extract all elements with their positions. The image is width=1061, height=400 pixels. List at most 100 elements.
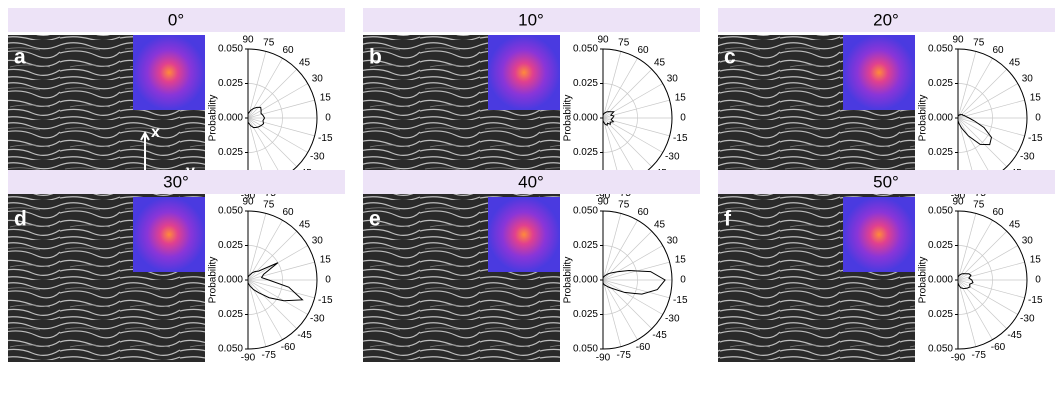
theta-tick-label: -15 xyxy=(673,295,688,306)
theta-tick-label: 0 xyxy=(325,275,331,286)
theta-tick-label: -15 xyxy=(1028,133,1043,144)
fft-inset xyxy=(488,197,560,272)
grid-spoke xyxy=(248,84,308,119)
grid-spoke xyxy=(603,118,652,167)
panel-title: 20° xyxy=(873,10,899,29)
theta-tick-label: 15 xyxy=(1030,254,1042,265)
grid-spoke xyxy=(958,69,1007,118)
theta-tick-label: 45 xyxy=(654,57,666,68)
grid-spoke xyxy=(248,280,266,347)
theta-tick-label: -15 xyxy=(673,133,688,144)
theta-tick-label: 60 xyxy=(282,207,294,218)
theta-tick-label: -60 xyxy=(281,342,296,353)
grid-spoke xyxy=(958,118,1007,167)
r-tick-label: 0.000 xyxy=(218,113,243,124)
theta-tick-label: 90 xyxy=(242,35,254,46)
theta-tick-label: -75 xyxy=(971,350,986,361)
panel-title: 50° xyxy=(873,172,899,191)
theta-tick-label: 90 xyxy=(952,197,964,208)
fft-inset xyxy=(843,35,915,110)
panel-letter: a xyxy=(14,46,26,69)
r-tick-label: 0.025 xyxy=(218,147,243,158)
theta-tick-label: 60 xyxy=(992,207,1004,218)
grid-spoke xyxy=(603,246,663,281)
grid-spoke xyxy=(248,51,266,118)
grid-spoke xyxy=(958,58,993,118)
r-tick-label: 0.000 xyxy=(928,275,953,286)
grid-spoke xyxy=(958,262,1025,280)
grid-spoke xyxy=(248,118,297,167)
axis-arrow-label: x xyxy=(151,124,160,141)
fft-inset xyxy=(133,35,205,110)
theta-tick-label: -60 xyxy=(636,342,651,353)
r-tick-label: 0.050 xyxy=(928,344,953,355)
r-tick-label: 0.025 xyxy=(928,147,953,158)
grid-spoke xyxy=(958,231,1007,280)
grid-spoke xyxy=(958,118,1025,136)
panel-letter: b xyxy=(369,46,382,69)
theta-tick-label: 15 xyxy=(320,254,332,265)
panel-letter: d xyxy=(14,208,27,231)
grid-spoke xyxy=(958,51,976,118)
panel: 30°dProbability0.0000.0250.0250.0500.050… xyxy=(8,170,345,364)
r-tick-label: 0.025 xyxy=(218,240,243,251)
theta-tick-label: 60 xyxy=(992,45,1004,56)
grid-spoke xyxy=(248,280,308,315)
theta-tick-label: 15 xyxy=(675,92,687,103)
theta-tick-label: 75 xyxy=(618,37,630,48)
theta-tick-label: 30 xyxy=(1022,236,1034,247)
distribution-line xyxy=(248,263,302,301)
grid-spoke xyxy=(603,213,621,280)
grid-spoke xyxy=(958,280,1025,298)
r-tick-label: 0.025 xyxy=(218,309,243,320)
theta-tick-label: -90 xyxy=(596,353,611,364)
theta-tick-label: 45 xyxy=(654,219,666,230)
panel-letter: c xyxy=(724,46,736,69)
theta-tick-label: 60 xyxy=(637,207,649,218)
grid-spoke xyxy=(603,51,621,118)
grid-spoke xyxy=(958,280,1007,329)
distribution-line xyxy=(958,114,991,144)
theta-tick-label: 75 xyxy=(618,199,630,210)
r-tick-label: 0.025 xyxy=(573,147,598,158)
panel-title: 40° xyxy=(518,172,544,191)
theta-tick-label: 45 xyxy=(299,219,311,230)
theta-tick-label: -30 xyxy=(665,152,680,163)
grid-spoke xyxy=(958,84,1018,119)
grid-spoke xyxy=(603,84,663,119)
theta-tick-label: -45 xyxy=(297,330,312,341)
grid-spoke xyxy=(958,213,976,280)
theta-tick-label: -90 xyxy=(951,353,966,364)
theta-tick-label: 0 xyxy=(680,113,686,124)
theta-tick-label: 15 xyxy=(675,254,687,265)
r-tick-label: 0.050 xyxy=(573,344,598,355)
theta-tick-label: 90 xyxy=(952,35,964,46)
theta-tick-label: 30 xyxy=(667,74,679,85)
theta-tick-label: 90 xyxy=(242,197,254,208)
grid-spoke xyxy=(958,118,1018,153)
theta-tick-label: -15 xyxy=(318,133,333,144)
r-tick-label: 0.025 xyxy=(573,78,598,89)
fft-inset xyxy=(488,35,560,110)
theta-tick-label: 30 xyxy=(312,236,324,247)
theta-tick-label: -30 xyxy=(310,314,325,325)
figure: 0°axyProbability0.0000.0250.0250.0500.05… xyxy=(0,0,1061,400)
theta-tick-label: -90 xyxy=(241,353,256,364)
panel-title: 30° xyxy=(163,172,189,191)
grid-spoke xyxy=(603,280,663,315)
theta-tick-label: 75 xyxy=(973,37,985,48)
grid-spoke xyxy=(603,58,638,118)
grid-spoke xyxy=(603,118,663,153)
r-tick-label: 0.050 xyxy=(573,206,598,217)
theta-tick-label: 45 xyxy=(1009,219,1021,230)
theta-tick-label: -30 xyxy=(1020,152,1035,163)
r-tick-label: 0.050 xyxy=(928,206,953,217)
grid-spoke xyxy=(248,118,308,153)
grid-spoke xyxy=(248,69,297,118)
grid-spoke xyxy=(603,118,638,178)
r-tick-label: 0.025 xyxy=(928,78,953,89)
r-tick-label: 0.000 xyxy=(218,275,243,286)
theta-tick-label: 0 xyxy=(680,275,686,286)
grid-spoke xyxy=(248,220,283,280)
r-tick-label: 0.025 xyxy=(928,240,953,251)
